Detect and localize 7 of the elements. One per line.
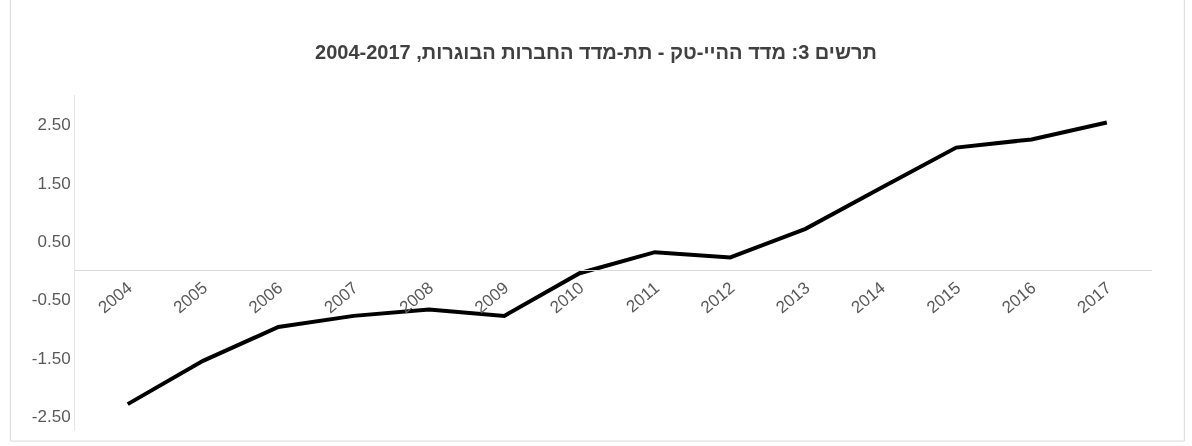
y-tick-label: 0.50	[37, 232, 71, 252]
y-tick-label: -2.50	[31, 407, 71, 427]
y-tick-label: 1.50	[37, 173, 71, 193]
y-tick-label: -0.50	[31, 290, 71, 310]
y-tick-label: 2.50	[37, 115, 71, 135]
y-tick-label: -1.50	[31, 348, 71, 368]
chart-title: תרשים 3: מדד ההיי-טק - תת-מדד החברות הבוגרות, 2004-2017	[315, 40, 877, 63]
